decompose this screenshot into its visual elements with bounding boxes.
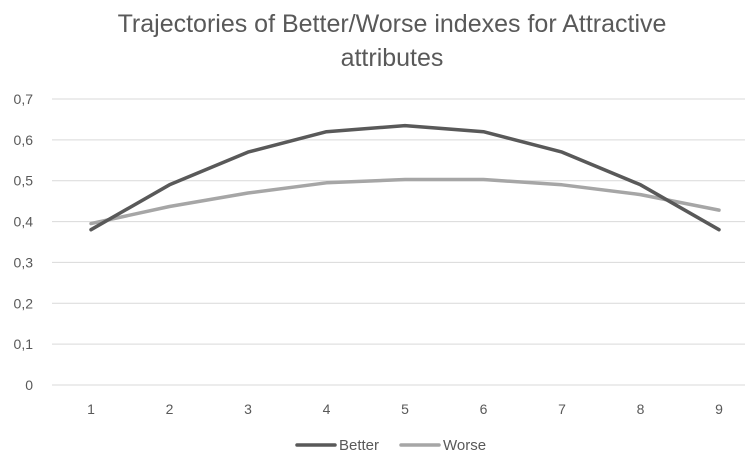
legend-label-worse: Worse <box>443 437 486 454</box>
y-tick-label: 0,3 <box>14 254 34 270</box>
y-tick-label: 0,2 <box>14 295 34 311</box>
x-axis-ticks: 1 2 3 4 5 6 7 8 9 <box>87 401 723 417</box>
series-line-better <box>89 123 721 232</box>
y-tick-label: 0,4 <box>14 214 34 230</box>
x-tick-label: 8 <box>637 401 645 417</box>
x-tick-label: 9 <box>715 401 723 417</box>
y-tick-label: 0,7 <box>14 91 34 107</box>
legend-label-better: Better <box>339 437 379 454</box>
x-tick-label: 3 <box>244 401 252 417</box>
x-tick-label: 7 <box>558 401 566 417</box>
legend: Better Worse <box>295 437 486 454</box>
chart-title-line-2: attributes <box>341 44 444 72</box>
series-lines <box>89 123 721 232</box>
x-tick-label: 2 <box>166 401 174 417</box>
y-tick-label: 0,1 <box>14 336 34 352</box>
x-tick-label: 1 <box>87 401 95 417</box>
x-tick-label: 5 <box>401 401 409 417</box>
x-tick-label: 4 <box>323 401 331 417</box>
y-axis-ticks: 0 0,1 0,2 0,3 0,4 0,5 0,6 0,7 <box>14 91 34 393</box>
series-line-worse <box>89 177 721 226</box>
y-tick-label: 0,5 <box>14 173 34 189</box>
gridlines <box>52 98 745 386</box>
x-tick-label: 6 <box>480 401 488 417</box>
chart-title-line-1: Trajectories of Better/Worse indexes for… <box>118 10 667 38</box>
y-tick-label: 0,6 <box>14 132 34 148</box>
y-tick-label: 0 <box>25 377 33 393</box>
